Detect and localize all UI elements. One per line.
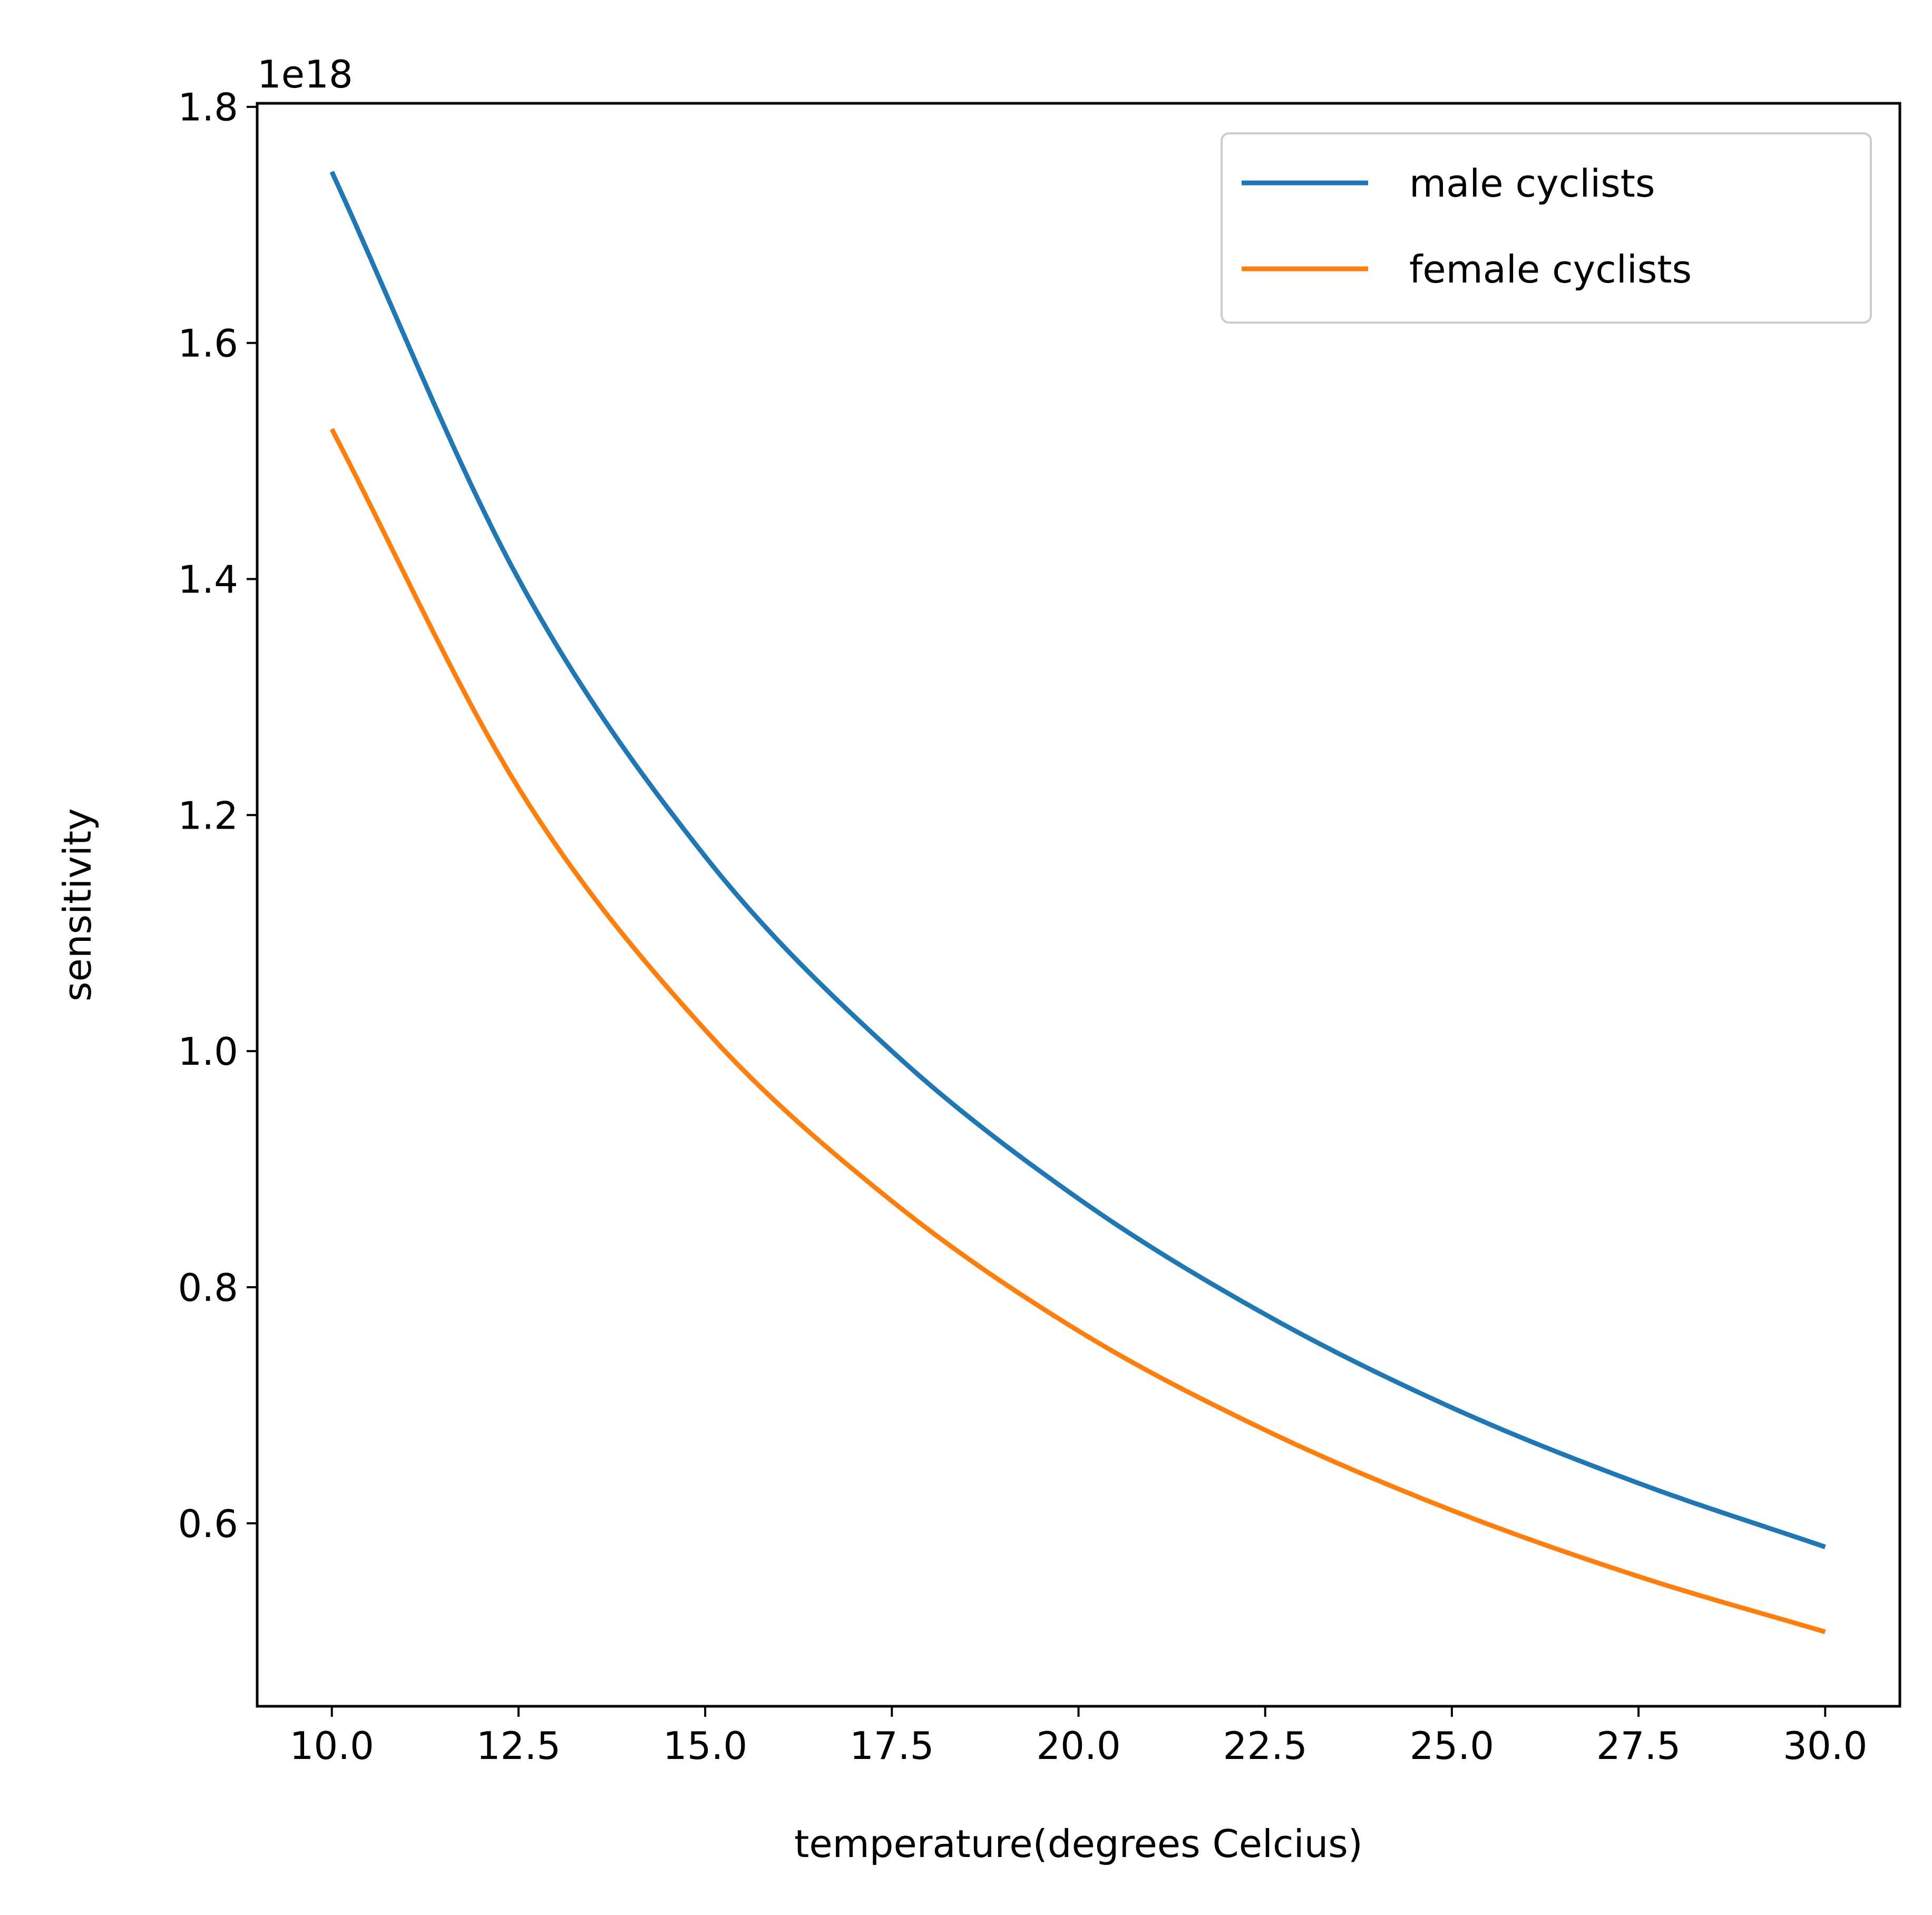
- x-axis-label: temperature(degrees Celcius): [794, 1822, 1363, 1866]
- x-axis-ticks: 10.0 12.5 15.0 17.5 20.0 22.5 25.0 27.5 30.0: [290, 1706, 1867, 1768]
- x-tick-label: 12.5: [476, 1724, 561, 1768]
- series-layer: [329, 171, 1826, 1635]
- x-tick-label: 30.0: [1783, 1724, 1867, 1768]
- x-tick-label: 25.0: [1410, 1724, 1494, 1768]
- series-line-female-cyclists: [329, 428, 1826, 1635]
- y-tick-label: 1.2: [178, 793, 238, 838]
- legend-label: male cyclists: [1409, 161, 1655, 206]
- legend: male cyclists female cyclists: [1221, 132, 1872, 324]
- x-tick-label: 22.5: [1223, 1724, 1307, 1768]
- y-axis-offset-label: 1e18: [257, 52, 353, 96]
- x-tick-label: 17.5: [850, 1724, 934, 1768]
- y-tick-label: 1.8: [178, 85, 238, 130]
- legend-box: [1221, 132, 1872, 324]
- x-tick-label: 20.0: [1036, 1724, 1120, 1768]
- plot-frame: [256, 102, 1901, 1708]
- y-axis-ticks: 0.6 0.8 1.0 1.2 1.4 1.6 1.8: [178, 85, 257, 1546]
- y-tick-label: 1.6: [178, 322, 238, 366]
- x-tick-label: 27.5: [1596, 1724, 1681, 1768]
- y-tick-label: 0.6: [178, 1502, 238, 1546]
- y-tick-label: 0.8: [178, 1266, 238, 1310]
- x-tick-label: 15.0: [663, 1724, 747, 1768]
- x-tick-label: 10.0: [290, 1724, 374, 1768]
- y-tick-label: 1.4: [178, 557, 238, 601]
- legend-label: female cyclists: [1409, 247, 1692, 291]
- series-line-male-cyclists: [329, 171, 1826, 1549]
- y-axis-label: sensitivity: [55, 808, 100, 1002]
- y-tick-label: 1.0: [178, 1029, 238, 1074]
